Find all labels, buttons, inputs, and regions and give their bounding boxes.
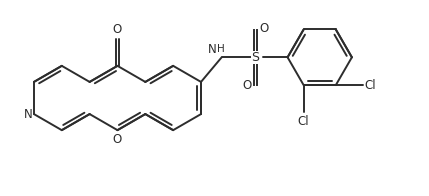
Text: N: N bbox=[208, 43, 216, 56]
Text: O: O bbox=[113, 133, 122, 146]
Text: Cl: Cl bbox=[364, 79, 376, 92]
Text: O: O bbox=[260, 22, 269, 35]
Text: O: O bbox=[242, 79, 251, 92]
Text: N: N bbox=[24, 108, 32, 121]
Text: S: S bbox=[251, 51, 260, 64]
Text: Cl: Cl bbox=[298, 115, 309, 128]
Text: H: H bbox=[217, 44, 224, 54]
Text: O: O bbox=[113, 23, 122, 36]
